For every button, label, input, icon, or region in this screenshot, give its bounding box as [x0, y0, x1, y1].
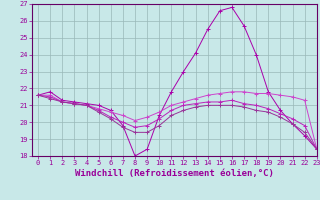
X-axis label: Windchill (Refroidissement éolien,°C): Windchill (Refroidissement éolien,°C) [75, 169, 274, 178]
